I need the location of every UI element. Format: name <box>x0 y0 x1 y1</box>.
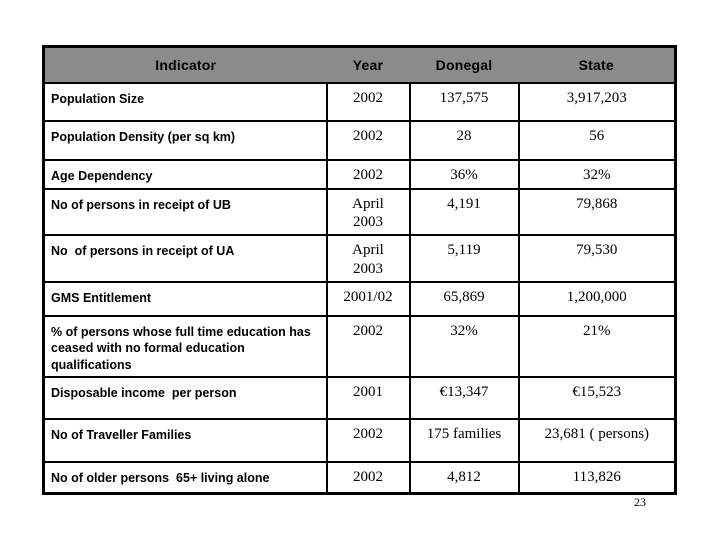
indicator-label: No of Traveller Families <box>42 418 328 464</box>
year-value: 2002 <box>325 314 411 379</box>
column-header-indicator: Indicator <box>43 46 327 84</box>
year-value: 2001 <box>325 376 411 421</box>
year-value: 2002 <box>325 418 411 464</box>
year-value: 2001/02 <box>325 280 411 317</box>
donegal-value: 65,869 <box>408 280 520 317</box>
column-header-year: Year <box>326 46 410 84</box>
state-value: 79,868 <box>517 187 677 236</box>
table-row-population-density: Population Density (per sq km) 2002 28 5… <box>42 119 677 161</box>
donegal-value: 36% <box>408 158 520 190</box>
statistics-table: Indicator Year Donegal State Population … <box>42 45 677 495</box>
year-value: 2002 <box>325 81 411 122</box>
indicator-label: % of persons whose full time education h… <box>42 314 328 379</box>
indicator-label: No of older persons 65+ living alone <box>42 461 328 495</box>
indicator-label: No of persons in receipt of UB <box>42 187 328 236</box>
indicator-label: Population Density (per sq km) <box>42 119 328 161</box>
table-row-persons-ua: No of persons in receipt of UA April 200… <box>42 234 677 283</box>
donegal-value: 4,812 <box>408 461 520 495</box>
indicator-label: No of persons in receipt of UA <box>42 234 328 283</box>
year-value: 2002 <box>325 158 411 190</box>
state-value: €15,523 <box>517 376 677 421</box>
indicator-label: GMS Entitlement <box>42 280 328 317</box>
donegal-value: 5,119 <box>408 234 520 283</box>
state-value: 3,917,203 <box>517 81 677 122</box>
table-row-older-persons-alone: No of older persons 65+ living alone 200… <box>42 461 677 495</box>
donegal-value: 175 families <box>408 418 520 464</box>
indicator-label: Disposable income per person <box>42 376 328 421</box>
page-number: 23 <box>634 495 646 509</box>
year-value: April 2003 <box>325 234 411 283</box>
donegal-value: €13,347 <box>408 376 520 421</box>
indicator-label: Age Dependency <box>42 158 328 190</box>
state-value: 113,826 <box>517 461 677 495</box>
column-header-donegal: Donegal <box>409 46 519 84</box>
donegal-value: 28 <box>408 119 520 161</box>
state-value: 79,530 <box>517 234 677 283</box>
donegal-value: 4,191 <box>408 187 520 236</box>
year-value: April 2003 <box>325 187 411 236</box>
state-value: 21% <box>517 314 677 379</box>
column-header-state: State <box>518 46 676 84</box>
year-value: 2002 <box>325 461 411 495</box>
table-row-disposable-income: Disposable income per person 2001 €13,34… <box>42 376 677 421</box>
table-row-persons-ub: No of persons in receipt of UB April 200… <box>42 187 677 236</box>
state-value: 1,200,000 <box>517 280 677 317</box>
state-value: 56 <box>517 119 677 161</box>
table-body: Population Size 2002 137,575 3,917,203 P… <box>42 81 677 495</box>
donegal-value: 32% <box>408 314 520 379</box>
donegal-value: 137,575 <box>408 81 520 122</box>
table-header-row: Indicator Year Donegal State <box>43 46 676 84</box>
year-value: 2002 <box>325 119 411 161</box>
state-value: 23,681 ( persons) <box>517 418 677 464</box>
table-row-traveller-families: No of Traveller Families 2002 175 famili… <box>42 418 677 464</box>
table-header: Indicator Year Donegal State <box>43 46 676 84</box>
state-value: 32% <box>517 158 677 190</box>
table-row-population-size: Population Size 2002 137,575 3,917,203 <box>42 81 677 122</box>
indicator-label: Population Size <box>42 81 328 122</box>
table-row-age-dependency: Age Dependency 2002 36% 32% <box>42 158 677 190</box>
table-row-education-qualifications: % of persons whose full time education h… <box>42 314 677 379</box>
table-row-gms-entitlement: GMS Entitlement 2001/02 65,869 1,200,000 <box>42 280 677 317</box>
